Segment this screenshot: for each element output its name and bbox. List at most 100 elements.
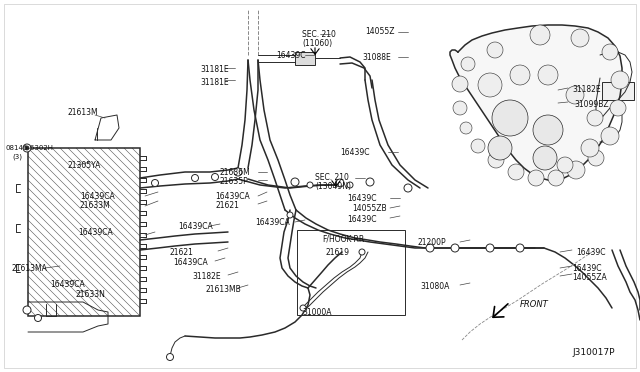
- Text: SEC. 210: SEC. 210: [302, 30, 336, 39]
- Text: 16439CA: 16439CA: [173, 258, 208, 267]
- Bar: [602, 82, 634, 100]
- Text: 21305YA: 21305YA: [68, 161, 101, 170]
- Circle shape: [234, 168, 242, 176]
- Circle shape: [488, 136, 512, 160]
- Circle shape: [291, 178, 299, 186]
- Circle shape: [460, 122, 472, 134]
- Circle shape: [23, 144, 31, 152]
- Circle shape: [452, 76, 468, 92]
- Text: 21636M: 21636M: [220, 168, 251, 177]
- Text: 16439C: 16439C: [347, 215, 376, 224]
- Circle shape: [533, 146, 557, 170]
- Text: 21621: 21621: [215, 201, 239, 210]
- Text: 31080A: 31080A: [420, 282, 449, 291]
- Text: (13049N): (13049N): [315, 182, 351, 191]
- Text: 08146-6302H: 08146-6302H: [5, 145, 53, 151]
- Circle shape: [347, 182, 353, 188]
- Circle shape: [538, 65, 558, 85]
- Text: 21619: 21619: [326, 248, 350, 257]
- Text: 31181E: 31181E: [200, 65, 228, 74]
- Text: 21633M: 21633M: [80, 201, 111, 210]
- Polygon shape: [450, 25, 622, 180]
- Circle shape: [611, 71, 629, 89]
- Circle shape: [152, 180, 159, 186]
- Text: 21633N: 21633N: [76, 290, 106, 299]
- Circle shape: [487, 42, 503, 58]
- Circle shape: [287, 212, 293, 218]
- Text: 14055ZA: 14055ZA: [572, 273, 607, 282]
- Circle shape: [453, 101, 467, 115]
- Circle shape: [451, 244, 459, 252]
- Text: 31182E: 31182E: [192, 272, 221, 281]
- Circle shape: [510, 65, 530, 85]
- Circle shape: [587, 110, 603, 126]
- Text: 21621: 21621: [170, 248, 194, 257]
- Text: 16439CA: 16439CA: [78, 228, 113, 237]
- Text: 16439CA: 16439CA: [50, 280, 84, 289]
- Circle shape: [211, 173, 218, 180]
- Text: 31088E: 31088E: [362, 53, 391, 62]
- Circle shape: [548, 170, 564, 186]
- Circle shape: [602, 44, 618, 60]
- Text: 16439C: 16439C: [340, 148, 369, 157]
- Circle shape: [601, 127, 619, 145]
- Circle shape: [557, 157, 573, 173]
- Circle shape: [404, 184, 412, 192]
- Circle shape: [471, 139, 485, 153]
- Text: 31181E: 31181E: [200, 78, 228, 87]
- Text: 21635P: 21635P: [220, 177, 249, 186]
- Circle shape: [166, 353, 173, 360]
- Circle shape: [191, 174, 198, 182]
- Text: F/HOOK-RR: F/HOOK-RR: [322, 234, 364, 243]
- Bar: [295, 52, 315, 65]
- Circle shape: [35, 314, 42, 321]
- Circle shape: [25, 146, 29, 150]
- Text: 16439CA: 16439CA: [215, 192, 250, 201]
- Text: 16439CA: 16439CA: [178, 222, 212, 231]
- Circle shape: [336, 179, 344, 187]
- Circle shape: [581, 139, 599, 157]
- Circle shape: [478, 73, 502, 97]
- Circle shape: [528, 170, 544, 186]
- Circle shape: [488, 152, 504, 168]
- Circle shape: [486, 244, 494, 252]
- Circle shape: [426, 244, 434, 252]
- Circle shape: [366, 178, 374, 186]
- Circle shape: [567, 161, 585, 179]
- Text: 16439C: 16439C: [347, 194, 376, 203]
- Bar: [297, 230, 405, 315]
- Text: 31000A: 31000A: [302, 308, 332, 317]
- Text: 31182E: 31182E: [572, 85, 600, 94]
- Text: 14055ZB: 14055ZB: [352, 204, 387, 213]
- Text: 21613MB: 21613MB: [205, 285, 241, 294]
- Circle shape: [508, 164, 524, 180]
- Circle shape: [610, 100, 626, 116]
- Circle shape: [23, 306, 31, 314]
- Circle shape: [530, 25, 550, 45]
- Text: 16439C: 16439C: [576, 248, 605, 257]
- Circle shape: [359, 249, 365, 255]
- Circle shape: [300, 305, 306, 311]
- Circle shape: [307, 182, 313, 188]
- Text: 16439C: 16439C: [572, 264, 602, 273]
- Circle shape: [516, 244, 524, 252]
- Text: 16439CA: 16439CA: [80, 192, 115, 201]
- Text: 16439CA: 16439CA: [255, 218, 290, 227]
- Circle shape: [461, 57, 475, 71]
- Text: SEC. 210: SEC. 210: [315, 173, 349, 182]
- Text: 21613M: 21613M: [68, 108, 99, 117]
- Circle shape: [588, 150, 604, 166]
- Circle shape: [571, 29, 589, 47]
- Text: 16439C: 16439C: [276, 51, 305, 60]
- Text: (3): (3): [12, 154, 22, 160]
- Text: J310017P: J310017P: [572, 348, 614, 357]
- Text: 31099BZ: 31099BZ: [574, 100, 609, 109]
- Text: FRONT: FRONT: [520, 300, 548, 309]
- Circle shape: [566, 86, 584, 104]
- Circle shape: [492, 100, 528, 136]
- Text: 14055Z: 14055Z: [365, 27, 394, 36]
- Bar: [28, 148, 140, 316]
- Circle shape: [533, 115, 563, 145]
- Text: 21200P: 21200P: [418, 238, 447, 247]
- Text: (11060): (11060): [302, 39, 332, 48]
